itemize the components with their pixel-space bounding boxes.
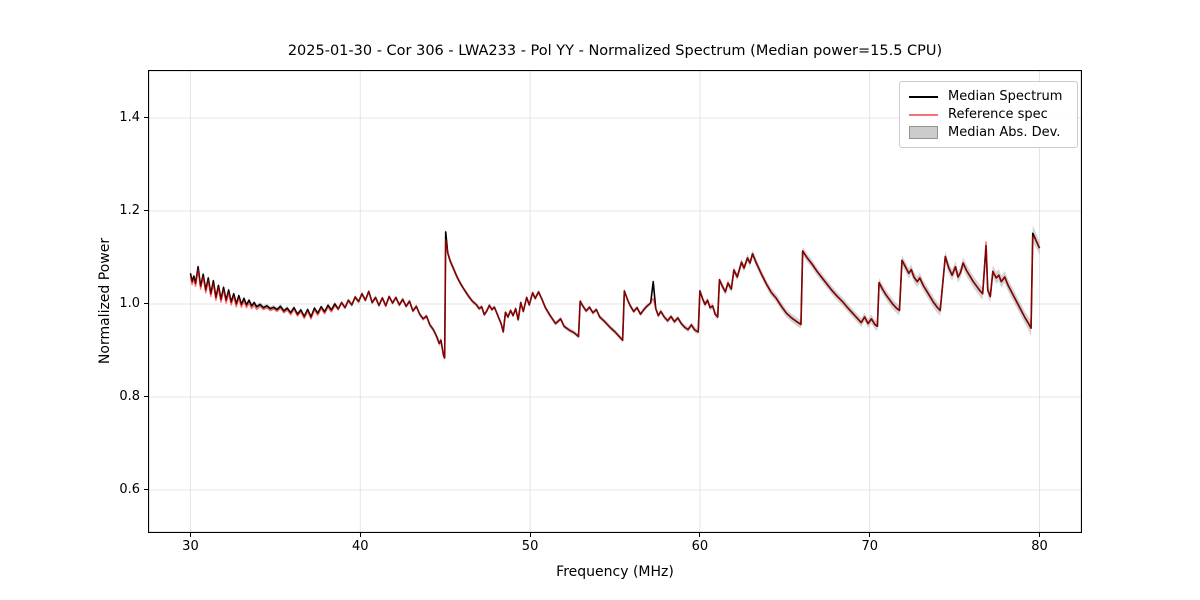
x-tick-mark [529, 533, 531, 537]
x-tick-mark [189, 533, 191, 537]
x-tick-mark [869, 533, 871, 537]
legend-label-median: Median Spectrum [948, 89, 1063, 105]
median-spectrum-line [189, 231, 1041, 359]
x-tick-label: 50 [521, 539, 539, 554]
y-tick-mark [144, 303, 148, 305]
y-tick-label: 1.4 [119, 109, 140, 125]
mad-band [190, 225, 1040, 362]
y-tick-label: 0.8 [119, 388, 140, 404]
x-tick-label: 70 [861, 539, 878, 554]
y-tick-label: 1.0 [119, 295, 140, 311]
y-tick-label: 1.2 [119, 202, 140, 218]
mad-patch-swatch [909, 125, 938, 139]
y-tick-mark [144, 117, 148, 119]
y-tick-label: 0.6 [119, 481, 140, 497]
x-tick-mark [699, 533, 701, 537]
median-line-swatch [909, 95, 938, 98]
legend-label-reference: Reference spec [948, 107, 1048, 122]
axes-spines [147, 69, 1083, 534]
reference-spectrum-line [189, 235, 1041, 359]
legend-entry-mad: Median Abs. Dev. [909, 123, 1068, 141]
x-tick-mark [1039, 533, 1041, 537]
x-tick-mark [359, 533, 361, 537]
reference-line-swatch [909, 113, 938, 116]
x-tick-label: 30 [182, 539, 199, 554]
legend: Median Spectrum Reference spec Median Ab… [899, 81, 1078, 148]
y-tick-mark [144, 396, 148, 398]
x-axis-label: Frequency (MHz) [556, 564, 674, 580]
chart-title: 2025-01-30 - Cor 306 - LWA233 - Pol YY -… [287, 43, 943, 59]
legend-label-mad: Median Abs. Dev. [948, 124, 1061, 140]
x-tick-label: 60 [691, 539, 709, 554]
x-tick-label: 40 [351, 539, 369, 554]
y-tick-mark [144, 489, 148, 491]
y-tick-mark [144, 210, 148, 212]
legend-entry-reference: Reference spec [909, 106, 1068, 124]
x-tick-label: 80 [1031, 539, 1048, 554]
legend-entry-median: Median Spectrum [909, 88, 1068, 106]
